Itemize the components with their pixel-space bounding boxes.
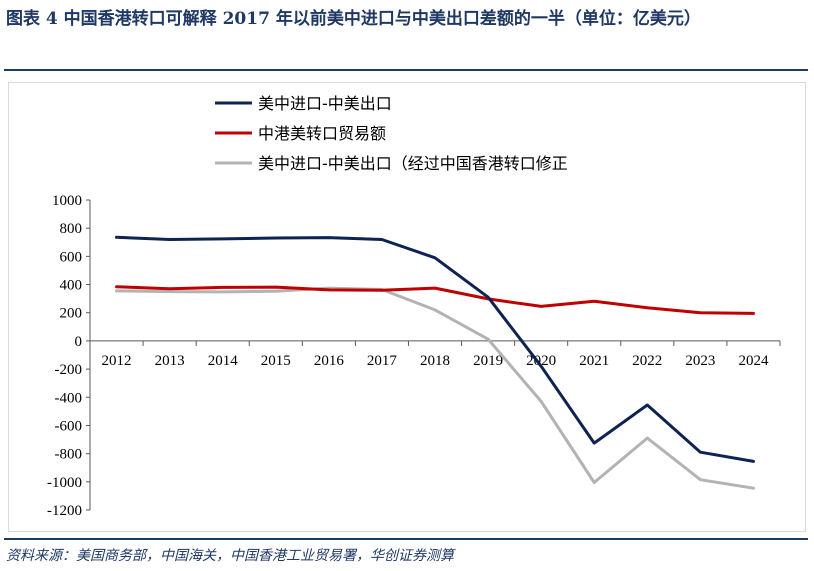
y-axis: 1000 800 600 400 200 0 -200 -400 -600 -800 -1000 -1…	[47, 193, 91, 519]
legend-label-2: 中港美转口贸易额	[258, 124, 386, 143]
series-line-3	[115, 286, 755, 490]
x-tick-label: 2023	[685, 353, 715, 369]
y-tick-label: 200	[60, 306, 83, 322]
chart-frame	[8, 82, 806, 532]
y-tick-label: -400	[55, 390, 83, 406]
legend-label-1: 美中进口-中美出口	[258, 94, 392, 113]
y-tick-label: 0	[75, 334, 83, 350]
y-tick-label: -1200	[47, 503, 82, 519]
x-tick-label: 2015	[261, 353, 291, 369]
legend-label-3: 美中进口-中美出口（经过中国香港转口修正	[258, 154, 568, 173]
x-tick-label: 2017	[367, 353, 398, 369]
x-tick-label: 2024	[738, 353, 769, 369]
y-tick-label: -1000	[47, 475, 82, 491]
x-tick-label: 2016	[314, 353, 345, 369]
x-tick-label: 2018	[420, 353, 450, 369]
series-lines	[115, 235, 755, 490]
chart-title: 图表 4 中国香港转口可解释 2017 年以前美中进口与中美出口差额的一半（单位…	[6, 9, 701, 29]
x-tick-label: 2022	[632, 353, 662, 369]
top-divider	[4, 69, 808, 71]
x-axis: 2012 2013 2014 2015 2016 2017 2018 2019 2020 2021…	[89, 340, 781, 369]
x-tick-label: 2021	[579, 353, 609, 369]
bottom-divider	[4, 538, 808, 540]
x-tick-label: 2012	[102, 353, 132, 369]
y-tick-label: 400	[60, 278, 83, 294]
y-tick-label: -200	[55, 362, 83, 378]
x-tick-label: 2014	[208, 353, 239, 369]
y-tick-label: 800	[60, 221, 83, 237]
series-line-2	[115, 285, 755, 315]
y-tick-label: 1000	[52, 193, 82, 209]
x-tick-label: 2013	[155, 353, 185, 369]
x-tick-label: 2019	[473, 353, 503, 369]
series-line-1	[115, 235, 755, 463]
y-tick-label: -600	[55, 418, 83, 434]
source-note: 资料来源：美国商务部，中国海关，中国香港工业贸易署，华创证券测算	[6, 548, 454, 564]
y-tick-label: 600	[60, 249, 83, 265]
y-tick-label: -800	[55, 447, 83, 463]
